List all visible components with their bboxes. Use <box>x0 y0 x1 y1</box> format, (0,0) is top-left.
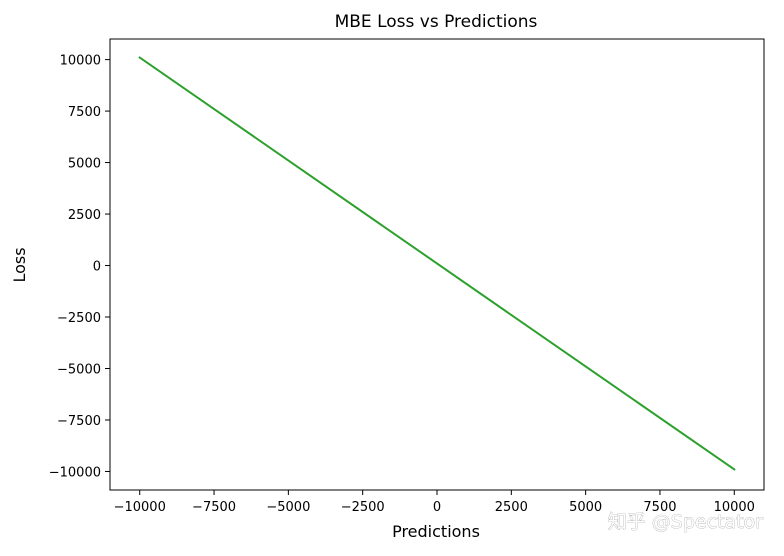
watermark-text: 知乎 @Spectator <box>608 511 763 533</box>
y-tick-label: −5000 <box>57 362 101 377</box>
x-tick-label: 10000 <box>714 500 755 515</box>
x-tick-label: −10000 <box>114 500 166 515</box>
x-axis-ticks: −10000 −7500 −5000 −2500 0 2500 5000 7500 10000 <box>114 490 755 515</box>
y-axis-label: Loss <box>10 247 29 282</box>
y-axis-ticks: 10000 7500 5000 2500 0 −2500 −5000 −7500 −10000 <box>49 54 110 480</box>
x-tick-label: 5000 <box>569 500 602 515</box>
x-tick-label: −5000 <box>266 500 310 515</box>
y-tick-label: −2500 <box>57 311 101 326</box>
x-tick-label: −7500 <box>192 500 236 515</box>
y-tick-label: 2500 <box>68 208 101 223</box>
series-line-0 <box>138 56 736 471</box>
y-tick-label: −7500 <box>57 414 101 429</box>
x-tick-label: 7500 <box>643 500 676 515</box>
y-tick-label: −10000 <box>49 465 101 480</box>
y-tick-label: 5000 <box>68 157 101 172</box>
chart-title: MBE Loss vs Predictions <box>335 12 538 32</box>
x-tick-label: −2500 <box>341 500 385 515</box>
x-axis-label: Predictions <box>392 522 480 541</box>
y-tick-label: 10000 <box>60 54 101 69</box>
y-tick-label: 7500 <box>68 105 101 120</box>
x-tick-label: 0 <box>433 500 441 515</box>
series-layer <box>138 56 736 471</box>
y-tick-label: 0 <box>93 260 101 275</box>
x-tick-label: 2500 <box>495 500 528 515</box>
